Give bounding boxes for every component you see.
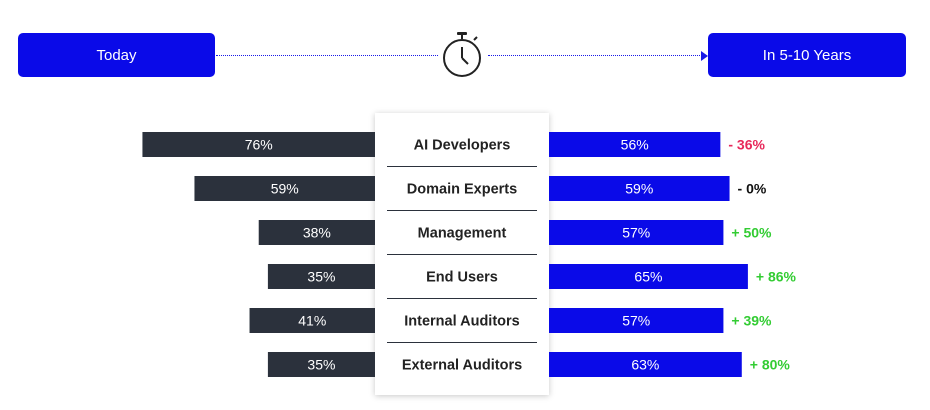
category-label: External Auditors [402, 358, 522, 374]
future-value-label: 57% [622, 225, 650, 241]
category-label: Internal Auditors [404, 314, 519, 330]
timeline-right-dotted-line [488, 55, 702, 56]
today-value-label: 38% [303, 225, 331, 241]
category-label: AI Developers [414, 138, 511, 154]
today-bar [194, 176, 375, 201]
change-label: + 39% [731, 313, 772, 329]
future-value-label: 57% [622, 313, 650, 329]
today-label-text: Today [96, 46, 137, 64]
future-bar [549, 132, 721, 157]
future-value-label: 65% [634, 269, 662, 285]
today-bar [249, 308, 375, 333]
today-value-label: 35% [307, 357, 335, 373]
future-bar [549, 220, 724, 245]
today-bar [267, 264, 375, 289]
future-label: In 5-10 Years [708, 33, 906, 77]
future-label-text: In 5-10 Years [762, 46, 852, 64]
today-value-label: 35% [307, 269, 335, 285]
future-bar [549, 264, 748, 289]
category-label: Domain Experts [407, 182, 517, 198]
today-value-label: 41% [298, 313, 326, 329]
change-label: + 50% [731, 225, 772, 241]
future-value-label: 63% [631, 357, 659, 373]
timeline-arrowhead [701, 51, 708, 61]
today-bar [142, 132, 375, 157]
change-label: - 36% [728, 137, 765, 153]
today-bar [267, 352, 375, 377]
future-bar [549, 308, 724, 333]
category-label: Management [418, 226, 507, 242]
today-bar [258, 220, 375, 245]
today-label: Today [18, 33, 215, 77]
stopwatch-icon [443, 32, 481, 77]
change-label: + 86% [756, 269, 797, 285]
change-label: + 80% [750, 357, 791, 373]
future-value-label: 59% [625, 181, 653, 197]
timeline-left-dotted-line [216, 55, 438, 56]
future-value-label: 56% [621, 137, 649, 153]
category-label: End Users [426, 270, 498, 286]
today-value-label: 59% [271, 181, 299, 197]
today-value-label: 76% [245, 137, 273, 153]
future-bar [549, 176, 730, 201]
future-bar [549, 352, 742, 377]
change-label: - 0% [738, 181, 767, 197]
